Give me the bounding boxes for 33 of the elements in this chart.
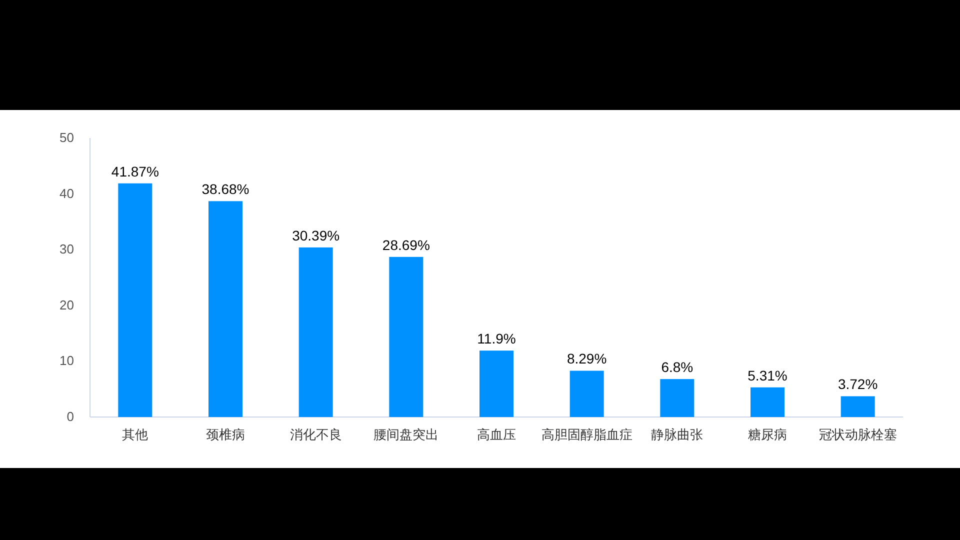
x-tick-label: 冠状动脉栓塞 bbox=[818, 427, 897, 442]
data-label: 5.31% bbox=[748, 367, 788, 384]
data-label: 38.68% bbox=[202, 181, 250, 198]
y-tick-label: 20 bbox=[60, 297, 74, 312]
data-label: 28.69% bbox=[382, 236, 430, 253]
data-label: 3.72% bbox=[838, 376, 878, 392]
y-tick-label: 50 bbox=[60, 130, 74, 145]
x-tick-label: 糖尿病 bbox=[748, 427, 787, 442]
x-tick-label: 腰间盘突出 bbox=[374, 427, 439, 442]
bar bbox=[570, 370, 604, 417]
y-tick-label: 0 bbox=[66, 409, 74, 424]
data-label: 41.87% bbox=[111, 163, 159, 180]
bar bbox=[208, 201, 242, 417]
data-label: 11.9% bbox=[477, 330, 516, 347]
bar bbox=[750, 387, 784, 417]
bar bbox=[660, 379, 694, 417]
x-tick-label: 消化不良 bbox=[290, 427, 342, 442]
data-label: 30.39% bbox=[292, 227, 340, 244]
x-tick-label: 高血压 bbox=[477, 427, 516, 442]
x-tick-label: 静脉曲张 bbox=[651, 427, 704, 442]
bar bbox=[298, 247, 333, 417]
y-tick-label: 40 bbox=[60, 186, 74, 201]
x-tick-label: 其他 bbox=[122, 427, 148, 442]
data-label: 8.29% bbox=[566, 350, 607, 367]
bar bbox=[389, 256, 424, 417]
bar bbox=[118, 183, 152, 417]
data-label: 6.8% bbox=[661, 359, 694, 376]
y-tick-label: 30 bbox=[60, 242, 74, 257]
x-tick-label: 颈椎病 bbox=[206, 427, 245, 442]
y-tick-label: 10 bbox=[60, 353, 74, 368]
x-tick-label: 高胆固醇脂血症 bbox=[541, 427, 632, 442]
bar bbox=[480, 350, 514, 417]
bar bbox=[840, 396, 875, 417]
